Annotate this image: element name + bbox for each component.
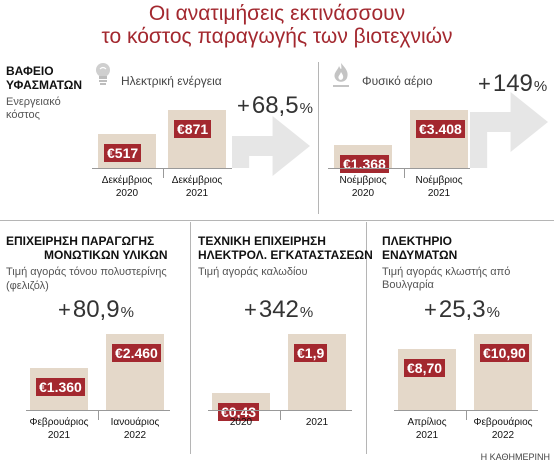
- change-label-1: +149%: [478, 70, 547, 98]
- category-line1: Δεκέμβριος: [171, 175, 223, 186]
- change-sign: +: [424, 297, 437, 322]
- divider-bottom-right: [366, 222, 367, 454]
- change-unit: %: [120, 304, 134, 321]
- change-sign: +: [244, 297, 257, 322]
- panel3-subtitle-line1: Τιμή αγοράς τόνου πολυστερίνης: [6, 266, 167, 278]
- category-line1: Νοέμβριος: [415, 175, 463, 186]
- axis-tick-1: [404, 168, 405, 178]
- top-section-title-line1: ΒΑΦΕΙΟ: [6, 64, 54, 78]
- change-unit: %: [299, 100, 313, 117]
- top-section-subtitle-line2: κόστος: [6, 109, 40, 121]
- baseline-0: [92, 168, 232, 169]
- category-line1: Φεβρουάριος: [29, 417, 89, 428]
- bar-value-label-1-0: €1.368: [340, 155, 389, 173]
- change-sign: +: [58, 297, 71, 322]
- category-label-0-1: Δεκέμβριος 2021: [156, 174, 238, 200]
- panel3-subtitle-line2: (φελιζόλ): [6, 280, 49, 292]
- category-label-1-0: Νοέμβριος 2020: [322, 174, 404, 200]
- lightbulb-icon: [96, 63, 110, 85]
- bar-value-label-4-0: €8,70: [404, 359, 446, 377]
- category-label-2-0: Φεβρουάριος 2021: [18, 416, 100, 442]
- category-line1: 2020: [229, 417, 253, 428]
- category-label-3-0: 2020: [200, 416, 282, 429]
- category-label-0-0: Δεκέμβριος 2020: [86, 174, 168, 200]
- category-label-4-1: Φεβρουάριος 2022: [462, 416, 544, 442]
- change-number: 342: [258, 296, 299, 323]
- bar-value-label-3-0: €0,43: [218, 403, 260, 421]
- bar-value-label-4-1: €10,90: [480, 344, 529, 362]
- electricity-label: Ηλεκτρική ενέργεια: [121, 74, 222, 88]
- change-number: 25,3: [438, 296, 486, 323]
- bar-value-label-2-0: €1.360: [36, 378, 85, 396]
- change-sign: +: [237, 93, 250, 118]
- category-line2: 2021: [185, 188, 209, 199]
- panel5-subtitle-line1: Τιμή αγοράς κλωστής από Βουλγαρία: [382, 266, 511, 291]
- panel5-title-line2: ΕΝΔΥΜΑΤΩΝ: [382, 248, 458, 262]
- axis-tick-0: [163, 168, 164, 178]
- divider-horizontal: [0, 220, 554, 221]
- divider-bottom-left: [190, 222, 191, 454]
- bar-value-label-1-1: €3.408: [416, 120, 465, 138]
- top-section-subtitle-line1: Ενεργειακό: [6, 96, 61, 108]
- change-unit: %: [486, 304, 500, 321]
- panel4-subtitle-line1: Τιμή αγοράς καλωδίου: [198, 266, 308, 278]
- category-line2: 2020: [115, 188, 139, 199]
- top-section-title-line2: ΥΦΑΣΜΑΤΩΝ: [6, 78, 83, 92]
- category-label-3-1: 2021: [276, 416, 358, 429]
- change-sign: +: [478, 71, 491, 96]
- panel4-title-line1: ΤΕΧΝΙΚΗ ΕΠΙΧΕΙΡΗΣΗ: [198, 234, 326, 248]
- change-number: 80,9: [72, 296, 120, 323]
- bar-value-label-3-1: €1,9: [294, 344, 328, 362]
- axis-tick-4: [466, 410, 467, 420]
- change-label-0: +68,5%: [237, 92, 313, 120]
- category-line1: Δεκέμβριος: [101, 175, 153, 186]
- bar-1-1: [410, 110, 468, 168]
- category-label-1-1: Νοέμβριος 2021: [398, 174, 480, 200]
- change-label-2: +80,9%: [58, 296, 134, 324]
- bar-value-label-0-0: €517: [104, 144, 142, 162]
- category-line2: 2021: [415, 430, 439, 441]
- panel4-title-line2: ΗΛΕΚΤΡΟΛ. ΕΓΚΑΤΑΣΤΑΣΕΩΝ: [198, 248, 373, 262]
- change-number: 149: [492, 70, 533, 97]
- change-unit: %: [533, 78, 548, 95]
- category-line1: Απρίλιος: [407, 417, 447, 428]
- change-number: 68,5: [251, 92, 299, 119]
- panel3-title-line2: ΜΟΝΩΤΙΚΩΝ ΥΛΙΚΩΝ: [44, 248, 168, 262]
- bar-value-label-0-1: €871: [174, 120, 212, 138]
- change-unit: %: [299, 304, 314, 321]
- baseline-1: [328, 168, 470, 169]
- category-line2: 2020: [351, 188, 375, 199]
- flame-icon: [333, 63, 349, 87]
- change-label-4: +25,3%: [424, 296, 500, 324]
- change-label-3: +342%: [244, 296, 313, 324]
- category-line2: 2022: [491, 430, 515, 441]
- chart-title-line2: το κόστος παραγωγής των βιοτεχνιών: [101, 25, 453, 48]
- category-line1: Νοέμβριος: [339, 175, 387, 186]
- panel3-title-line1: ΕΠΙΧΕΙΡΗΣΗ ΠΑΡΑΓΩΓΗΣ: [6, 234, 155, 248]
- category-line2: 2021: [47, 430, 71, 441]
- category-line1: Ιανουάριος: [110, 417, 160, 428]
- category-line2: 2021: [427, 188, 451, 199]
- change-arrow-0: [232, 116, 310, 176]
- category-line2: 2022: [123, 430, 147, 441]
- category-line1: 2021: [305, 417, 329, 428]
- gas-label: Φυσικό αέριο: [362, 74, 433, 88]
- divider-top-middle: [318, 62, 319, 214]
- axis-tick-2: [98, 410, 99, 420]
- credit: Η ΚΑΘΗΜΕΡΙΝΗ: [480, 452, 550, 462]
- change-arrow-1: [470, 92, 548, 168]
- bar-value-label-2-1: €2.460: [112, 344, 161, 362]
- category-label-2-1: Ιανουάριος 2022: [94, 416, 176, 442]
- category-line1: Φεβρουάριος: [473, 417, 533, 428]
- chart-title-line1: Οι ανατιμήσεις εκτινάσσουν: [148, 2, 406, 25]
- axis-tick-3: [280, 410, 281, 420]
- bar-0-1: [168, 110, 226, 168]
- panel5-title-line1: ΠΛΕΚΤΗΡΙΟ: [382, 234, 453, 248]
- category-label-4-0: Απρίλιος 2021: [386, 416, 468, 442]
